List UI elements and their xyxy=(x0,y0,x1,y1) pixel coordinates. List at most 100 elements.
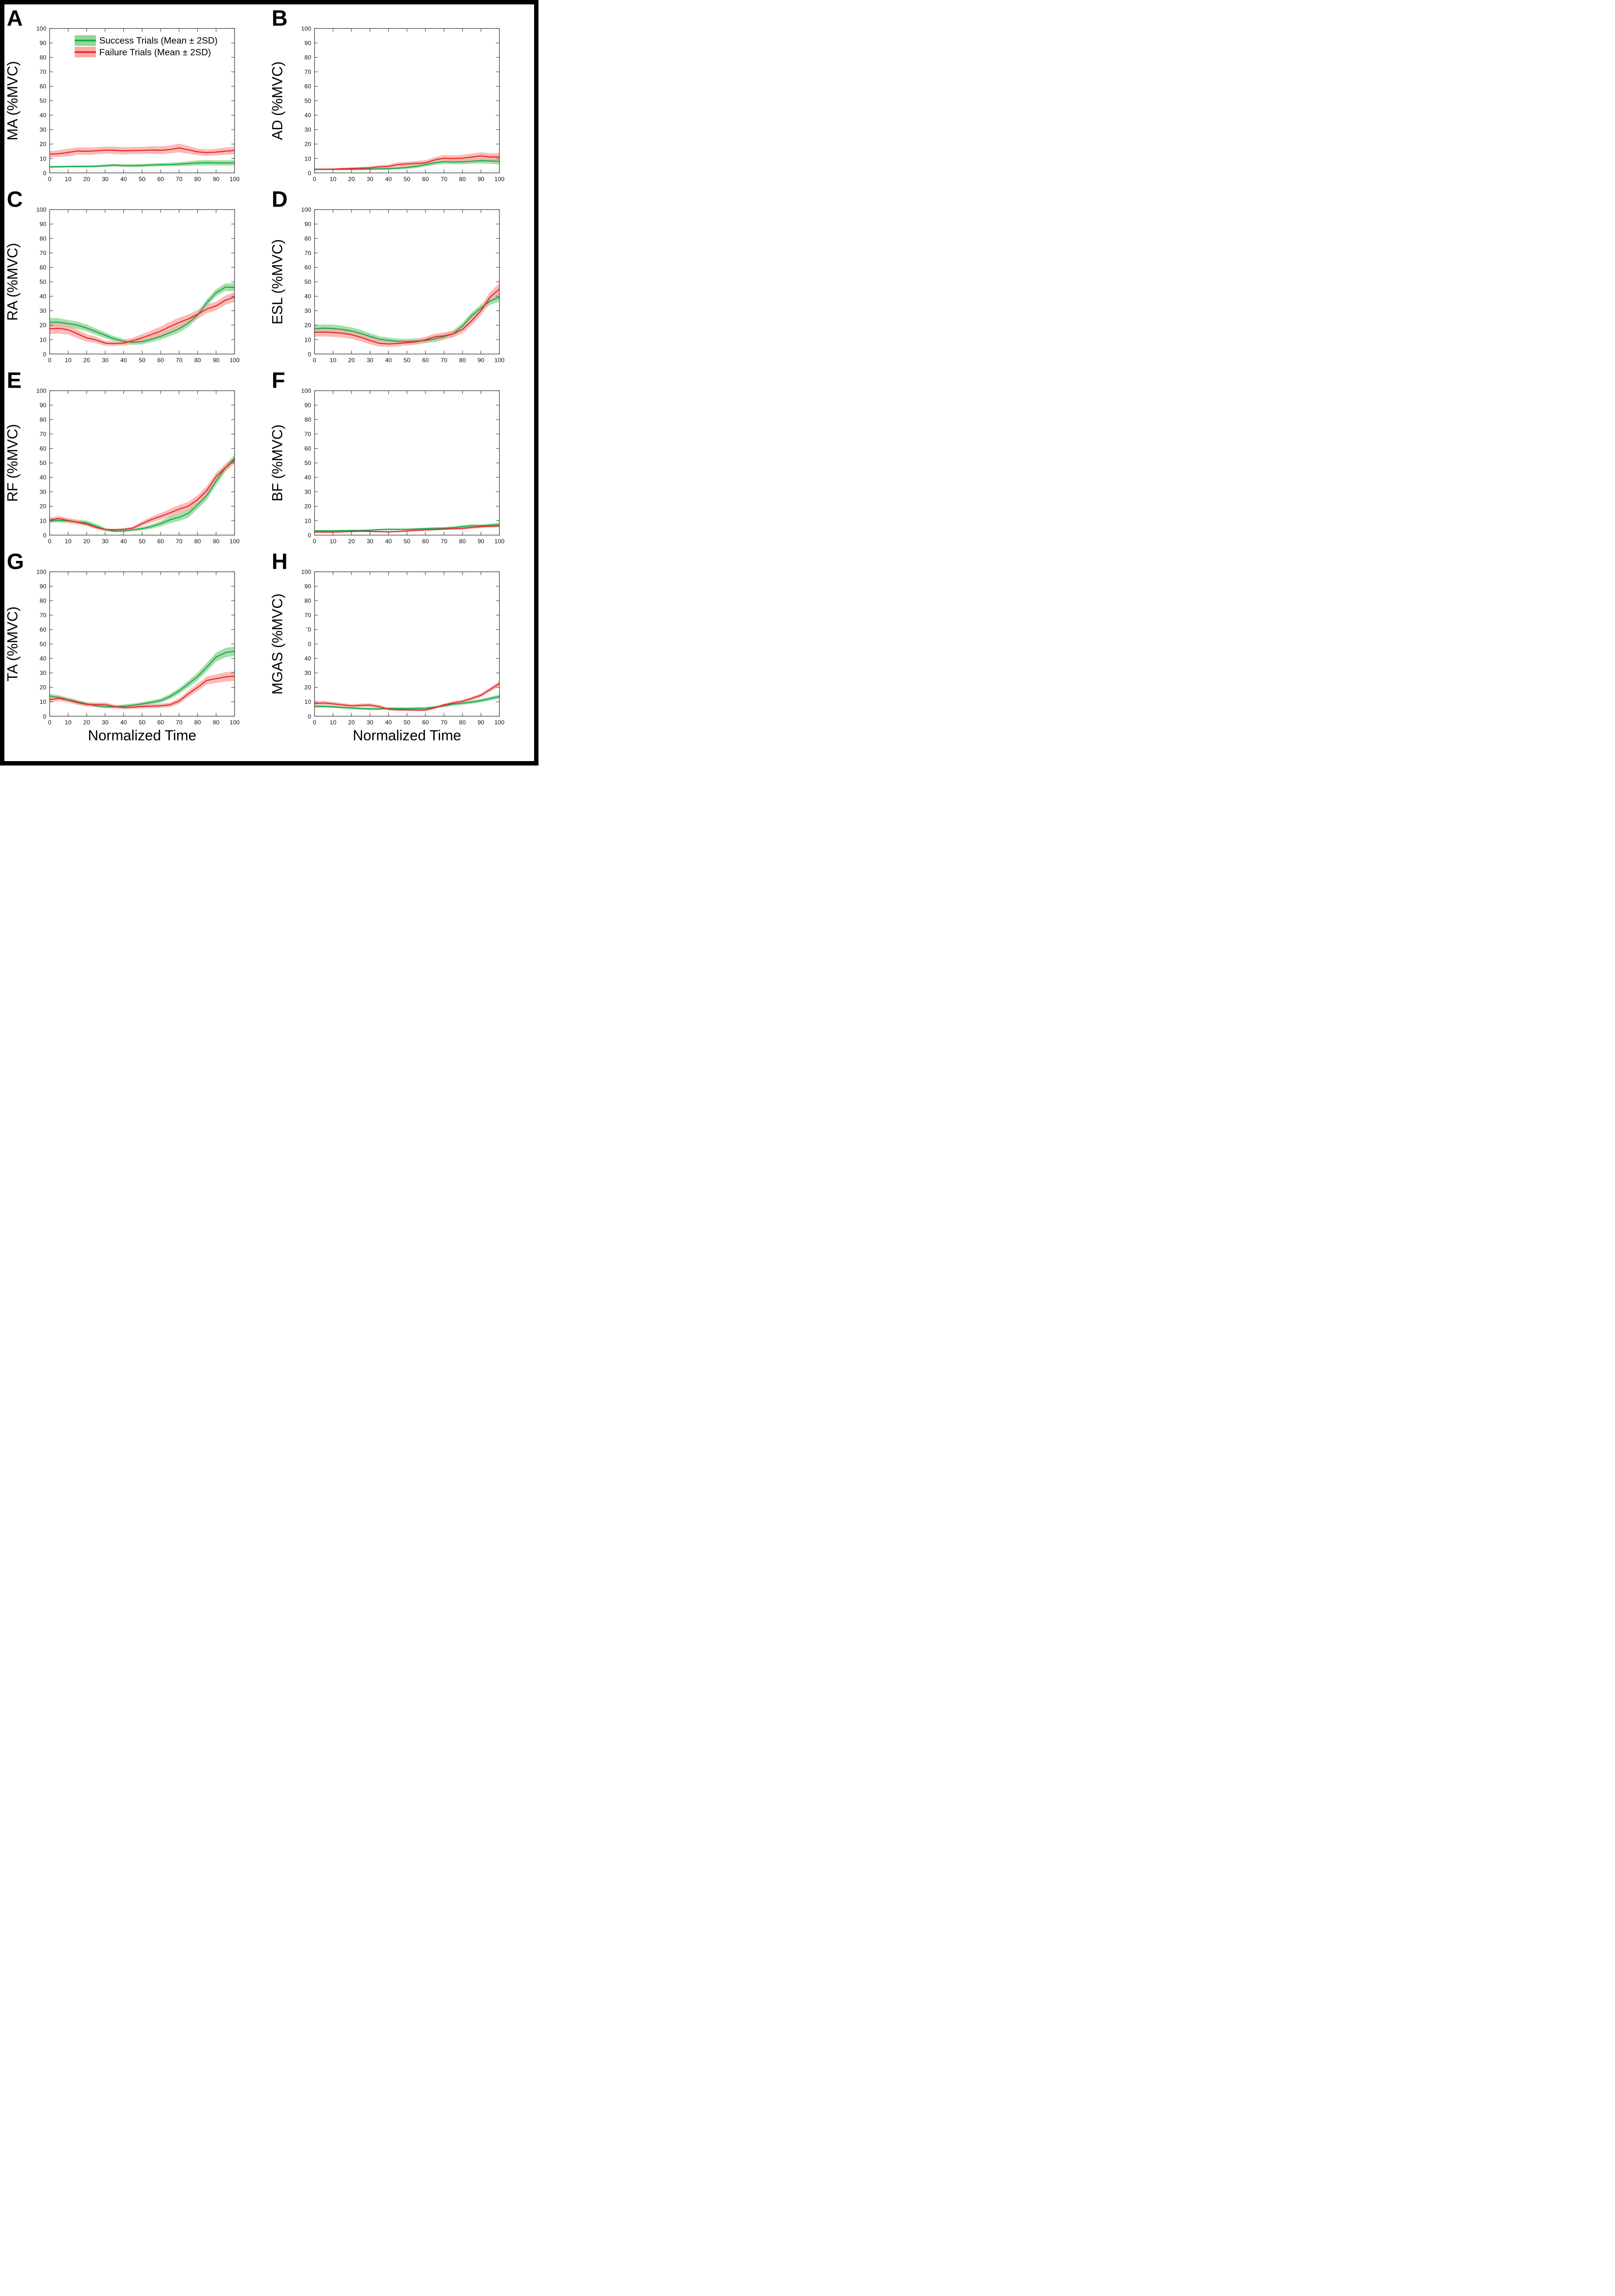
y-tick-label: 70 xyxy=(40,69,47,75)
x-tick-label: 40 xyxy=(385,538,392,545)
x-tick-label: 100 xyxy=(230,176,240,183)
y-tick-label: 0 xyxy=(308,351,311,358)
x-tick-label: 90 xyxy=(478,176,485,183)
success-line xyxy=(314,524,500,532)
x-tick-label: 60 xyxy=(157,176,164,183)
y-axis-label: ESL (%MVC) xyxy=(270,239,286,324)
success-line xyxy=(49,650,235,707)
x-tick-label: 80 xyxy=(194,357,201,364)
x-tick-label: 90 xyxy=(478,538,485,545)
y-tick-label: 50 xyxy=(304,97,311,104)
y-tick-label: 80 xyxy=(40,597,47,604)
x-tick-label: 50 xyxy=(403,357,410,364)
x-tick-label: 100 xyxy=(494,357,505,364)
x-tick-label: 20 xyxy=(348,719,355,726)
y-tick-label: 90 xyxy=(304,40,311,46)
x-tick-label: 60 xyxy=(422,176,429,183)
x-tick-label: 60 xyxy=(422,357,429,364)
y-tick-label: 60 xyxy=(304,264,311,271)
y-tick-label: 70 xyxy=(304,250,311,256)
y-tick-label: 40 xyxy=(304,112,311,119)
y-tick-label: 80 xyxy=(304,416,311,423)
failure-line xyxy=(49,296,235,345)
x-tick-label: 0 xyxy=(313,538,316,545)
y-tick-label: 40 xyxy=(40,293,47,300)
x-tick-label: 40 xyxy=(120,719,127,726)
panel-label: G xyxy=(7,550,24,574)
x-tick-label: 80 xyxy=(194,176,201,183)
legend-label-failure: Failure Trials (Mean ± 2SD) xyxy=(99,47,211,57)
success-band xyxy=(49,646,235,708)
y-tick-label: 60 xyxy=(304,83,311,90)
y-tick-label: 90 xyxy=(304,583,311,590)
failure-line xyxy=(49,675,235,708)
y-tick-label: 30 xyxy=(304,670,311,676)
x-tick-label: 60 xyxy=(422,719,429,726)
y-tick-label: 70 xyxy=(40,431,47,438)
x-tick-label: 90 xyxy=(213,719,220,726)
plot-E: 0 10 20 30 40 50 60 70 80 90 100 0 10 20 30 40 50 60 70 80 9… xyxy=(5,369,240,545)
y-tick-label: 0 xyxy=(43,713,47,719)
y-tick-label: 30 xyxy=(40,670,47,676)
x-tick-label: 10 xyxy=(329,357,336,364)
y-tick-label: 30 xyxy=(40,307,47,314)
x-tick-label: 90 xyxy=(478,719,485,726)
x-tick-label: 30 xyxy=(367,719,374,726)
x-tick-label: 10 xyxy=(329,538,336,545)
panel-label: D xyxy=(272,187,288,211)
y-tick-label: 80 xyxy=(304,597,311,604)
x-tick-label: 70 xyxy=(176,719,183,726)
y-tick-label: 50 xyxy=(304,278,311,285)
plot-G: 0 10 20 30 40 50 60 70 80 90 100 0 10 20 30 40 50 60 70 80 9… xyxy=(5,550,240,744)
x-tick-label: 100 xyxy=(230,719,240,726)
y-tick-label: 90 xyxy=(304,221,311,228)
plot-B: 0 10 20 30 40 50 60 70 80 90 100 0 10 20 30 40 50 60 70 80 9… xyxy=(270,6,505,183)
y-tick-label: 0 xyxy=(43,170,47,177)
x-tick-label: 80 xyxy=(459,719,466,726)
y-tick-label: 100 xyxy=(301,387,311,394)
x-tick-label: 70 xyxy=(441,176,447,183)
x-tick-label: 90 xyxy=(213,538,220,545)
y-tick-label: 20 xyxy=(304,503,311,510)
y-axis-label: TA (%MVC) xyxy=(5,606,21,682)
x-tick-label: 100 xyxy=(494,176,505,183)
x-tick-label: 70 xyxy=(176,357,183,364)
panel-B: 0 10 20 30 40 50 60 70 80 90 100 0 10 20 30 40 50 60 70 80 9… xyxy=(269,6,534,187)
plot-frame xyxy=(314,571,500,717)
x-tick-label: 50 xyxy=(403,538,410,545)
panel-H: 0 10 20 30 40 50 60 70 80 90 100 0 10 20 30 40 0 ˆ0 70 80 90… xyxy=(269,550,534,747)
x-tick-label: 0 xyxy=(48,719,51,726)
x-tick-label: 0 xyxy=(48,538,51,545)
x-tick-label: 50 xyxy=(139,176,145,183)
x-tick-label: 100 xyxy=(494,719,505,726)
y-tick-label: 60 xyxy=(40,445,47,452)
plot-C: 0 10 20 30 40 50 60 70 80 90 100 0 10 20 30 40 50 60 70 80 9… xyxy=(5,187,240,364)
panel-F: 0 10 20 30 40 50 60 70 80 90 100 0 10 20 30 40 50 60 70 80 9… xyxy=(269,369,534,550)
success-line xyxy=(49,162,235,168)
y-tick-label: 80 xyxy=(40,416,47,423)
failure-line xyxy=(314,288,500,345)
y-tick-label: 100 xyxy=(301,568,311,575)
plot-F: 0 10 20 30 40 50 60 70 80 90 100 0 10 20 30 40 50 60 70 80 9… xyxy=(270,369,505,545)
y-tick-label: 10 xyxy=(304,336,311,343)
x-tick-label: 20 xyxy=(348,357,355,364)
panel-label: A xyxy=(7,6,23,30)
x-tick-label: 40 xyxy=(385,719,392,726)
x-tick-label: 70 xyxy=(441,538,447,545)
x-tick-label: 10 xyxy=(65,176,71,183)
legend-label-success: Success Trials (Mean ± 2SD) xyxy=(99,35,218,46)
success-line xyxy=(314,160,500,170)
x-tick-label: 90 xyxy=(213,176,220,183)
y-axis-label: BF (%MVC) xyxy=(270,424,286,501)
x-tick-label: 30 xyxy=(102,538,109,545)
y-tick-label: 20 xyxy=(304,322,311,329)
y-tick-label: 20 xyxy=(40,684,47,691)
y-axis-label: MGAS (%MVC) xyxy=(270,593,286,695)
x-tick-label: 40 xyxy=(120,357,127,364)
y-tick-label: 10 xyxy=(304,517,311,524)
y-tick-label: 10 xyxy=(40,155,47,162)
y-axis-label: MA (%MVC) xyxy=(5,61,21,140)
y-tick-label: 50 xyxy=(40,641,47,648)
x-tick-label: 0 xyxy=(48,176,51,183)
panel-E: 0 10 20 30 40 50 60 70 80 90 100 0 10 20 30 40 50 60 70 80 9… xyxy=(4,369,269,550)
